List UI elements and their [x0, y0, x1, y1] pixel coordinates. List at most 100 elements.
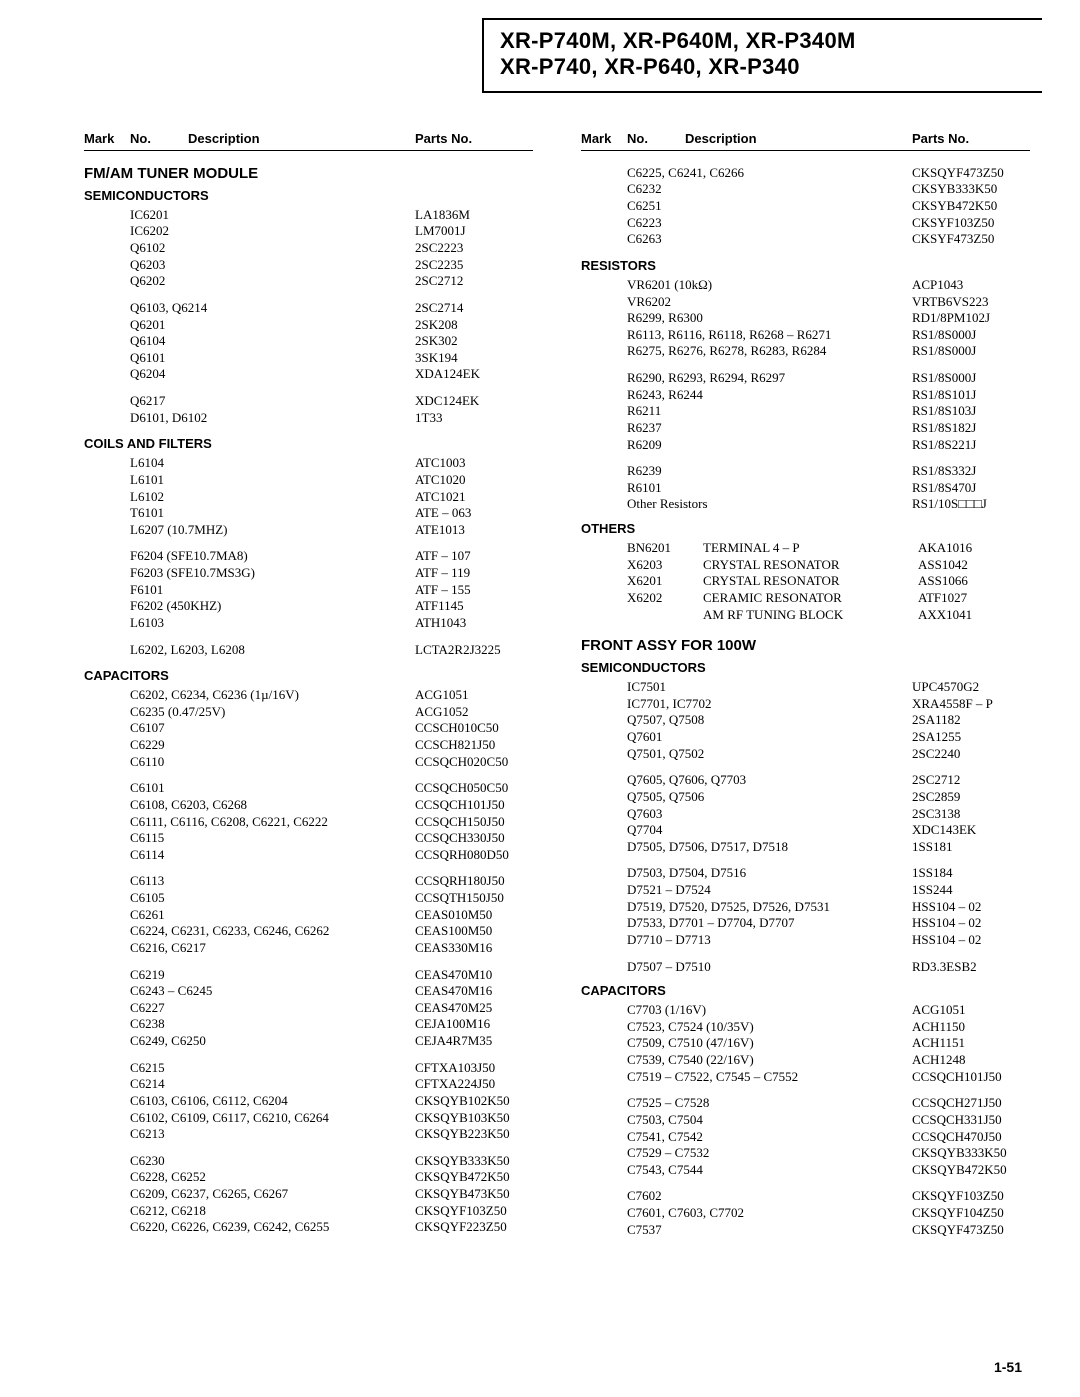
row-part: CEJA4R7M35	[415, 1033, 533, 1050]
row-gap	[581, 949, 1030, 959]
row-no: C7541, C7542	[627, 1129, 912, 1146]
row-part: ATC1020	[415, 472, 533, 489]
row-no: C7503, C7504	[627, 1112, 912, 1129]
row-no: R6211	[627, 403, 912, 420]
row-desc: CERAMIC RESONATOR	[703, 590, 918, 607]
header-mark: Mark	[84, 131, 130, 146]
row-part: UPC4570G2	[912, 679, 1030, 696]
row-part: CKSQYF473Z50	[912, 1222, 1030, 1239]
row-no: Q6203	[130, 257, 415, 274]
header-desc: Description	[685, 131, 912, 146]
row-no: C6113	[130, 873, 415, 890]
row-part: CCSQRH180J50	[415, 873, 533, 890]
row-no: C6261	[130, 907, 415, 924]
row-no	[627, 607, 703, 624]
model-title-box: XR-P740M, XR-P640M, XR-P340M XR-P740, XR…	[482, 18, 1042, 93]
row-part: CKSQYF473Z50	[912, 165, 1030, 182]
row-mark	[84, 207, 130, 224]
row-no: VR6202	[627, 294, 912, 311]
row-mark	[84, 223, 130, 240]
part-row: C6209, C6237, C6265, C6267CKSQYB473K50	[84, 1186, 533, 1203]
row-gap	[581, 855, 1030, 865]
row-no: R6237	[627, 420, 912, 437]
row-no: IC6202	[130, 223, 415, 240]
row-mark	[84, 410, 130, 427]
header-no: No.	[627, 131, 685, 146]
section-others: OTHERS	[581, 521, 1030, 536]
part-row: Q7507, Q75082SA1182	[581, 712, 1030, 729]
row-part: CCSQCH330J50	[415, 830, 533, 847]
row-no: C6263	[627, 231, 912, 248]
part-row: R6113, R6116, R6118, R6268 – R6271RS1/8S…	[581, 327, 1030, 344]
part-row: C6230CKSQYB333K50	[84, 1153, 533, 1170]
row-no: C7525 – C7528	[627, 1095, 912, 1112]
row-desc: CRYSTAL RESONATOR	[703, 573, 918, 590]
row-no: C6243 – C6245	[130, 983, 415, 1000]
row-no: C6235 (0.47/25V)	[130, 704, 415, 721]
row-no: D7505, D7506, D7517, D7518	[627, 839, 912, 856]
row-no: C6209, C6237, C6265, C6267	[130, 1186, 415, 1203]
row-no: F6204 (SFE10.7MA8)	[130, 548, 415, 565]
part-row: L6207 (10.7MHZ)ATE1013	[84, 522, 533, 539]
part-row: C6105CCSQTH150J50	[84, 890, 533, 907]
part-row: C7703 (1/16V)ACG1051	[581, 1002, 1030, 1019]
part-row: Q62022SC2712	[84, 273, 533, 290]
row-mark	[84, 273, 130, 290]
row-part: 2SA1182	[912, 712, 1030, 729]
row-mark	[581, 387, 627, 404]
row-mark	[84, 923, 130, 940]
part-row: C6232CKSYB333K50	[581, 181, 1030, 198]
row-mark	[581, 1002, 627, 1019]
row-mark	[581, 696, 627, 713]
part-row: F6202 (450KHZ)ATF1145	[84, 598, 533, 615]
row-part: ATF – 107	[415, 548, 533, 565]
row-mark	[581, 839, 627, 856]
part-row: L6101ATC1020	[84, 472, 533, 489]
row-mark	[84, 1186, 130, 1203]
row-part: CKSYF103Z50	[912, 215, 1030, 232]
row-mark	[581, 1162, 627, 1179]
part-row: F6204 (SFE10.7MA8)ATF – 107	[84, 548, 533, 565]
row-no: Q7603	[627, 806, 912, 823]
row-mark	[581, 590, 627, 607]
row-no: L6101	[130, 472, 415, 489]
row-no: C6101	[130, 780, 415, 797]
row-no: Q6217	[130, 393, 415, 410]
header-no: No.	[130, 131, 188, 146]
row-mark	[84, 472, 130, 489]
row-part: 3SK194	[415, 350, 533, 367]
row-mark	[84, 317, 130, 334]
row-mark	[581, 865, 627, 882]
row-no: D7503, D7504, D7516	[627, 865, 912, 882]
part-row: C6115CCSQCH330J50	[84, 830, 533, 847]
row-mark	[581, 420, 627, 437]
row-mark	[581, 370, 627, 387]
row-no: C6103, C6106, C6112, C6204	[130, 1093, 415, 1110]
row-mark	[84, 1219, 130, 1236]
row-part: CCSQCH101J50	[415, 797, 533, 814]
row-part: ACH1248	[912, 1052, 1030, 1069]
row-no: X6201	[627, 573, 703, 590]
row-part: ATC1021	[415, 489, 533, 506]
row-mark	[84, 1076, 130, 1093]
part-row: D7503, D7504, D75161SS184	[581, 865, 1030, 882]
part-row: IC7701, IC7702XRA4558F – P	[581, 696, 1030, 713]
row-part: CKSYB472K50	[912, 198, 1030, 215]
row-part: RS1/8S332J	[912, 463, 1030, 480]
part-row: D7507 – D7510RD3.3ESB2	[581, 959, 1030, 976]
part-row: C6213CKSQYB223K50	[84, 1126, 533, 1143]
row-no: C7519 – C7522, C7545 – C7552	[627, 1069, 912, 1086]
row-no: C6215	[130, 1060, 415, 1077]
row-part: HSS104 – 02	[912, 899, 1030, 916]
row-part: RS1/8S182J	[912, 420, 1030, 437]
row-mark	[84, 754, 130, 771]
section-resistors: RESISTORS	[581, 258, 1030, 273]
row-mark	[581, 480, 627, 497]
row-no: C6225, C6241, C6266	[627, 165, 912, 182]
row-no: D7521 – D7524	[627, 882, 912, 899]
part-row: Q76012SA1255	[581, 729, 1030, 746]
part-row: Q61013SK194	[84, 350, 533, 367]
row-mark	[84, 1000, 130, 1017]
row-no: Q7704	[627, 822, 912, 839]
part-row: C7602CKSQYF103Z50	[581, 1188, 1030, 1205]
